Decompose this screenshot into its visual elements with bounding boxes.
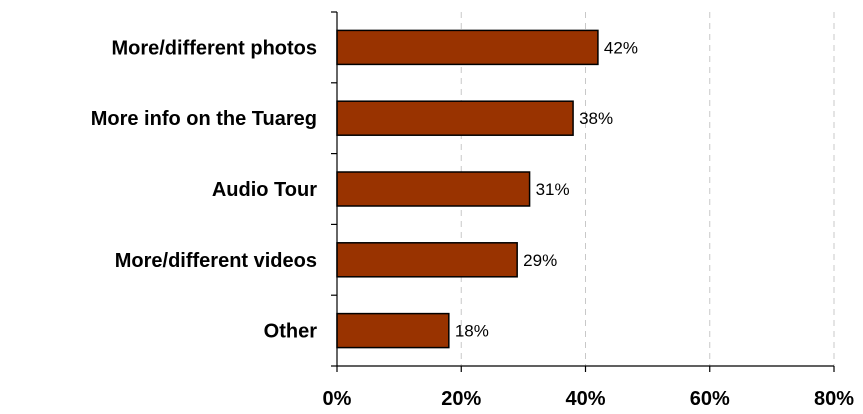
category-label: Audio Tour [212, 179, 317, 201]
category-label: More info on the Tuareg [91, 108, 317, 130]
bar [337, 243, 517, 277]
bar [337, 172, 530, 206]
bar [337, 30, 598, 64]
x-tick-label: 20% [441, 388, 481, 410]
x-tick-label: 60% [690, 388, 730, 410]
x-tick-label: 80% [814, 388, 854, 410]
category-label: More/different photos [111, 37, 317, 59]
data-label: 29% [523, 251, 557, 270]
data-label: 31% [536, 180, 570, 199]
bar [337, 101, 573, 135]
category-labels: More/different photos More info on the Tu… [91, 37, 318, 342]
data-label: 18% [455, 322, 489, 341]
x-tick-label: 40% [565, 388, 605, 410]
tick-labels: 0% 20% 40% 60% 80% [323, 388, 855, 410]
bar [337, 314, 449, 348]
category-label: More/different videos [115, 250, 317, 272]
x-tick-label: 0% [323, 388, 352, 410]
category-label: Other [264, 321, 318, 343]
data-label: 42% [604, 38, 638, 57]
data-label: 38% [579, 109, 613, 128]
